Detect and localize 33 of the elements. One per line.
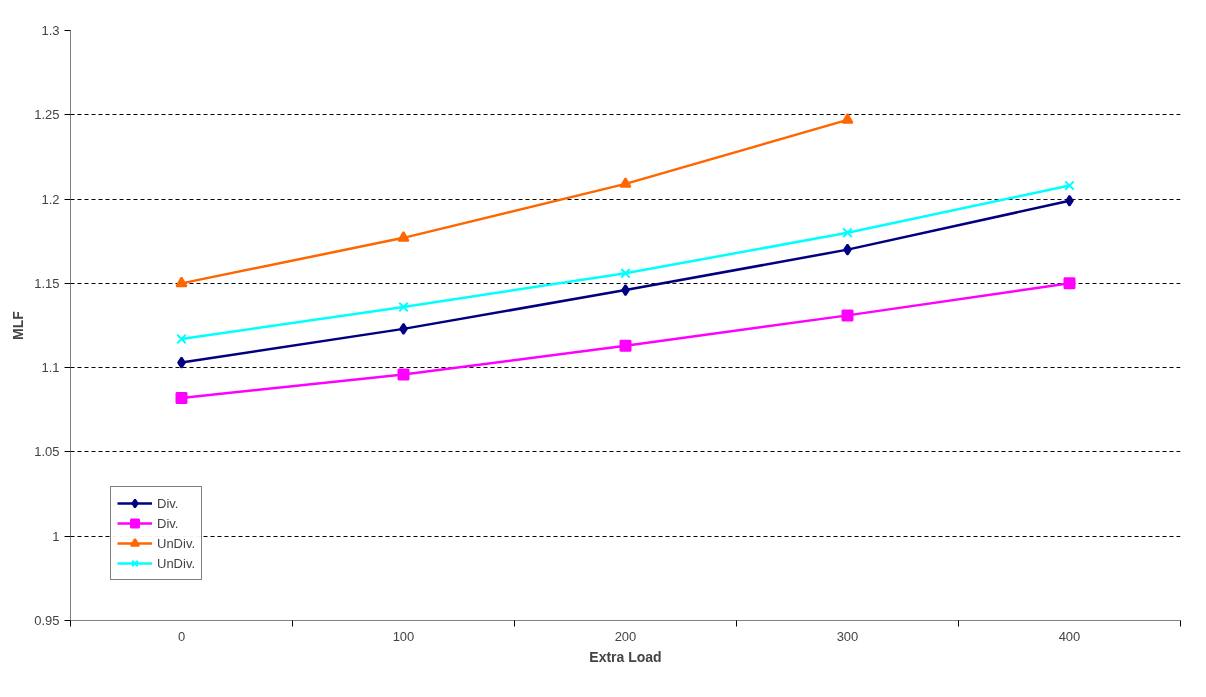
y-tick-label: 1 xyxy=(52,528,60,544)
point xyxy=(176,333,187,345)
point xyxy=(620,268,631,279)
point xyxy=(175,391,188,404)
x-tick-label: 400 xyxy=(1058,628,1081,644)
point xyxy=(175,276,188,288)
point xyxy=(842,227,853,239)
y-tick-label: 1.15 xyxy=(34,275,60,291)
y-tick-label: 1.2 xyxy=(41,191,60,207)
legend-label: Div. xyxy=(157,515,179,531)
y-tick-label: 1.1 xyxy=(41,360,60,376)
y-tick-label: 1.05 xyxy=(34,444,60,460)
point xyxy=(841,113,854,124)
x-tick-label: 200 xyxy=(614,628,637,644)
y-tick-label: 1.3 xyxy=(41,23,60,38)
point xyxy=(841,309,854,322)
point xyxy=(397,231,410,242)
legend-label: UnDiv. xyxy=(157,535,196,551)
point xyxy=(619,339,632,352)
x-tick-label: 300 xyxy=(836,628,859,644)
point xyxy=(619,177,632,188)
x-tick-label: 0 xyxy=(177,628,186,644)
x-tick-label: 100 xyxy=(392,628,415,644)
legend-label: UnDiv. xyxy=(157,555,196,571)
point xyxy=(1063,277,1076,290)
x-axis-title: Extra Load xyxy=(589,648,662,665)
legend-label: Div. xyxy=(157,495,179,511)
point xyxy=(1064,180,1075,191)
y-tick-label: 1.25 xyxy=(34,107,60,123)
y-tick-label: 0.95 xyxy=(34,613,60,628)
y-axis-title: MLF xyxy=(10,310,27,340)
point xyxy=(398,301,409,313)
point xyxy=(397,368,410,381)
